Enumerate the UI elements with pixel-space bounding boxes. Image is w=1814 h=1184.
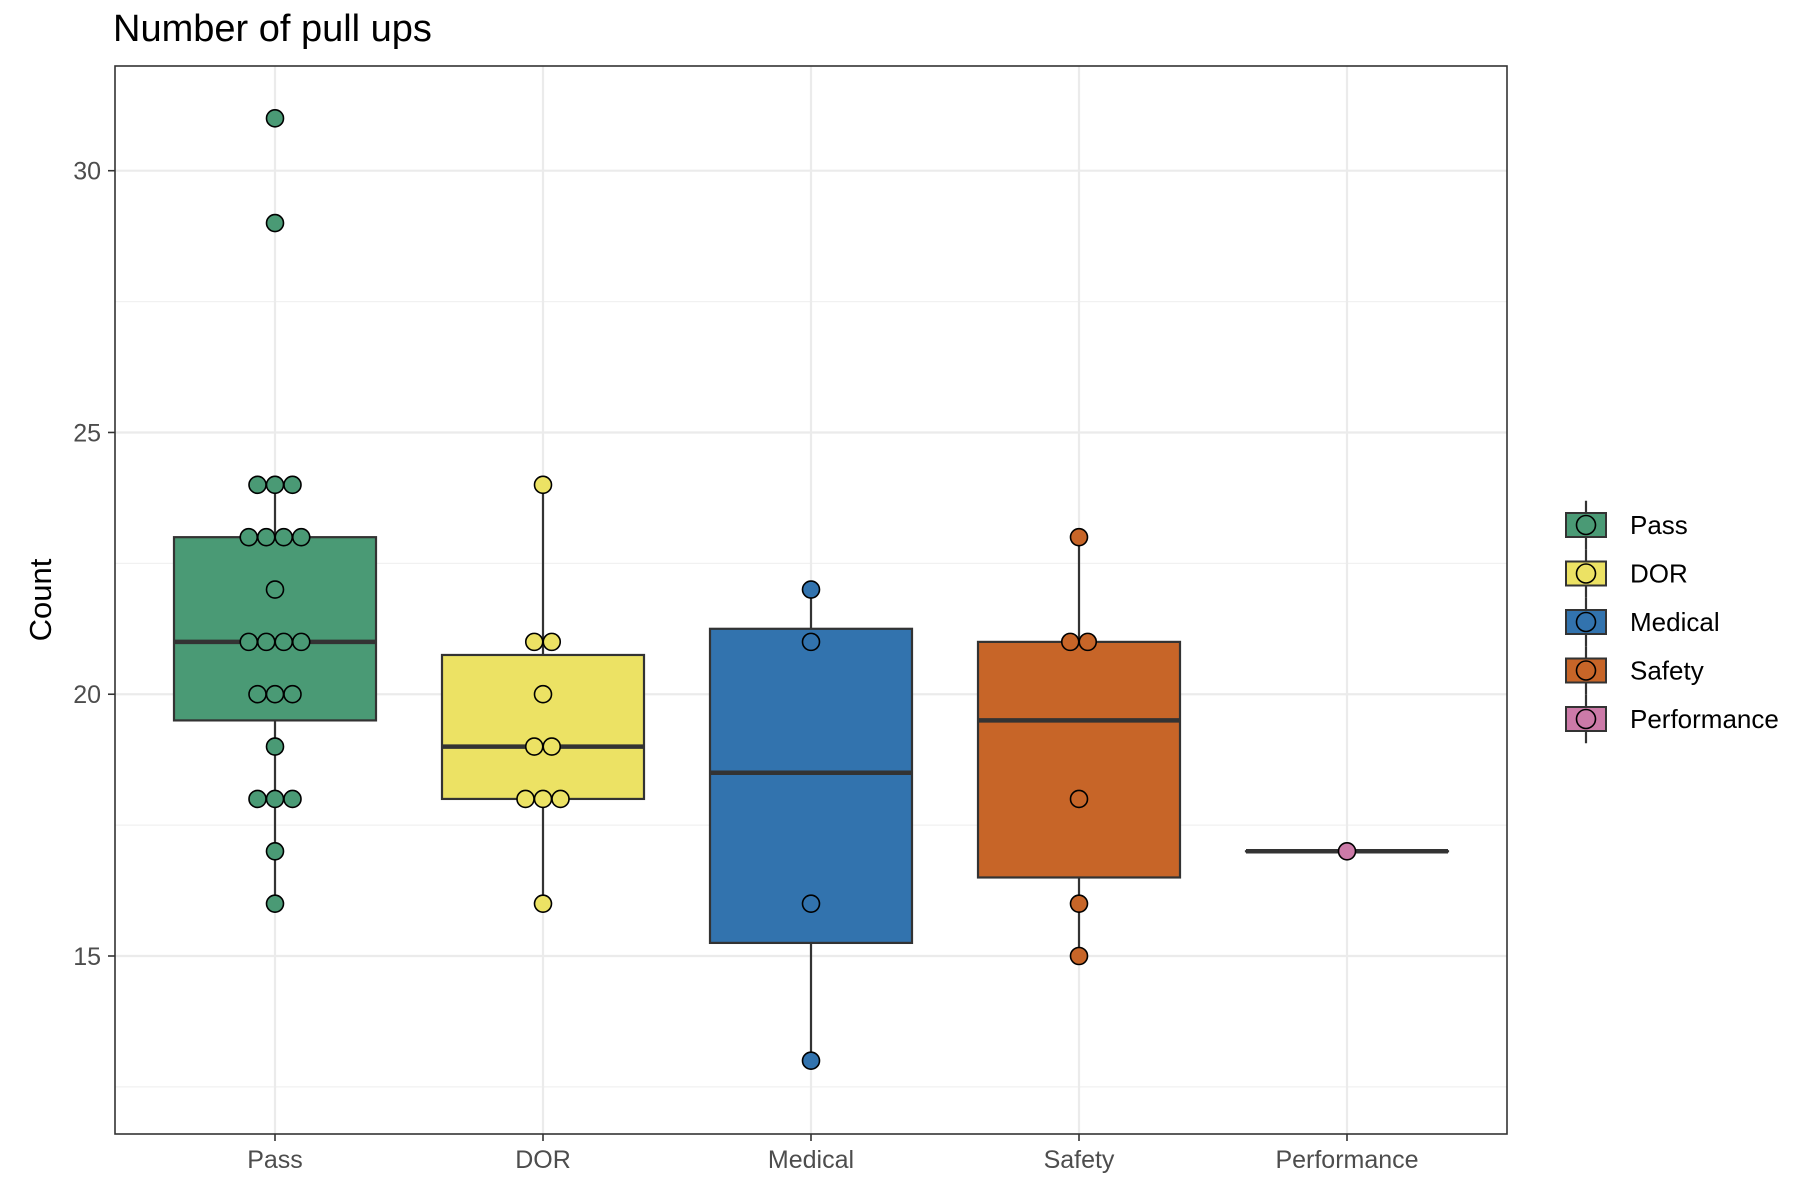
legend-label: Medical (1630, 607, 1720, 637)
data-point (1337, 841, 1357, 861)
data-point (542, 737, 562, 756)
box-group-medical (708, 580, 914, 1071)
data-point (256, 632, 276, 652)
legend-label: Safety (1630, 656, 1704, 686)
legend-item-pass: Pass (1565, 500, 1688, 550)
box-group-dor (440, 475, 646, 913)
data-point (274, 632, 294, 652)
chart-title: Number of pull ups (113, 8, 432, 50)
y-tick-label: 25 (73, 419, 101, 447)
data-point (1069, 789, 1089, 809)
legend-key-point (1575, 563, 1597, 584)
y-tick-label: 20 (73, 681, 101, 709)
data-point (265, 841, 285, 861)
box-group-performance (1244, 841, 1450, 861)
legend-label: Performance (1630, 704, 1779, 734)
box (976, 640, 1182, 879)
data-point (533, 789, 553, 809)
x-tick-label: DOR (515, 1146, 571, 1174)
legend-key-point (1575, 611, 1597, 633)
legend-item-performance: Performance (1565, 694, 1779, 744)
data-point (283, 684, 302, 704)
legend-item-dor: DOR (1565, 549, 1688, 598)
data-point (274, 527, 294, 547)
data-point (291, 527, 311, 547)
data-point (265, 475, 285, 495)
data-point (248, 684, 267, 704)
data-point (801, 632, 821, 652)
data-point (256, 527, 276, 547)
data-point (1069, 894, 1089, 913)
box-group-pass (172, 109, 378, 913)
data-point (1060, 632, 1080, 652)
data-point (283, 789, 302, 809)
data-point (801, 894, 821, 913)
data-point (291, 632, 311, 652)
y-axis-label: Count (23, 558, 58, 641)
data-point (533, 475, 553, 495)
data-point (1078, 632, 1098, 652)
data-point (265, 580, 285, 599)
box (440, 653, 646, 801)
data-point (239, 527, 259, 547)
legend-label: Pass (1630, 510, 1688, 540)
data-point (265, 213, 285, 233)
legend-label: DOR (1630, 559, 1688, 589)
data-point (239, 632, 259, 652)
data-point (551, 789, 570, 809)
x-tick-label: Pass (247, 1146, 303, 1174)
data-point (265, 789, 285, 809)
data-point (248, 789, 267, 809)
data-point (1069, 946, 1089, 966)
data-point (524, 632, 544, 652)
data-point (265, 109, 285, 128)
legend-item-safety: Safety (1565, 646, 1704, 695)
data-point (524, 737, 544, 756)
x-tick-label: Safety (1044, 1146, 1115, 1174)
data-point (542, 632, 562, 652)
legend-key-point (1575, 708, 1597, 730)
legend-item-medical: Medical (1565, 597, 1720, 647)
legend: Pass DOR Medical Safety Performance (1565, 500, 1779, 744)
data-point (265, 737, 285, 756)
data-point (265, 684, 285, 704)
data-point (248, 475, 267, 495)
box-group-safety (976, 527, 1182, 966)
box (708, 627, 914, 945)
data-point (533, 894, 553, 913)
data-point (1069, 527, 1089, 547)
x-tick-label: Medical (768, 1146, 854, 1174)
legend-key-point (1575, 514, 1597, 536)
x-tick-label: Performance (1275, 1146, 1418, 1174)
legend-key-point (1575, 660, 1597, 681)
plot-panel: 15 20 25 30 Pass DOR Medical Safety Performance (73, 65, 1508, 1174)
y-tick-label: 15 (73, 943, 101, 971)
data-point (801, 580, 821, 599)
data-point (265, 894, 285, 913)
data-point (801, 1051, 821, 1071)
data-point (533, 684, 553, 704)
data-point (516, 789, 535, 809)
data-point (283, 475, 302, 495)
y-tick-label: 30 (73, 158, 101, 186)
